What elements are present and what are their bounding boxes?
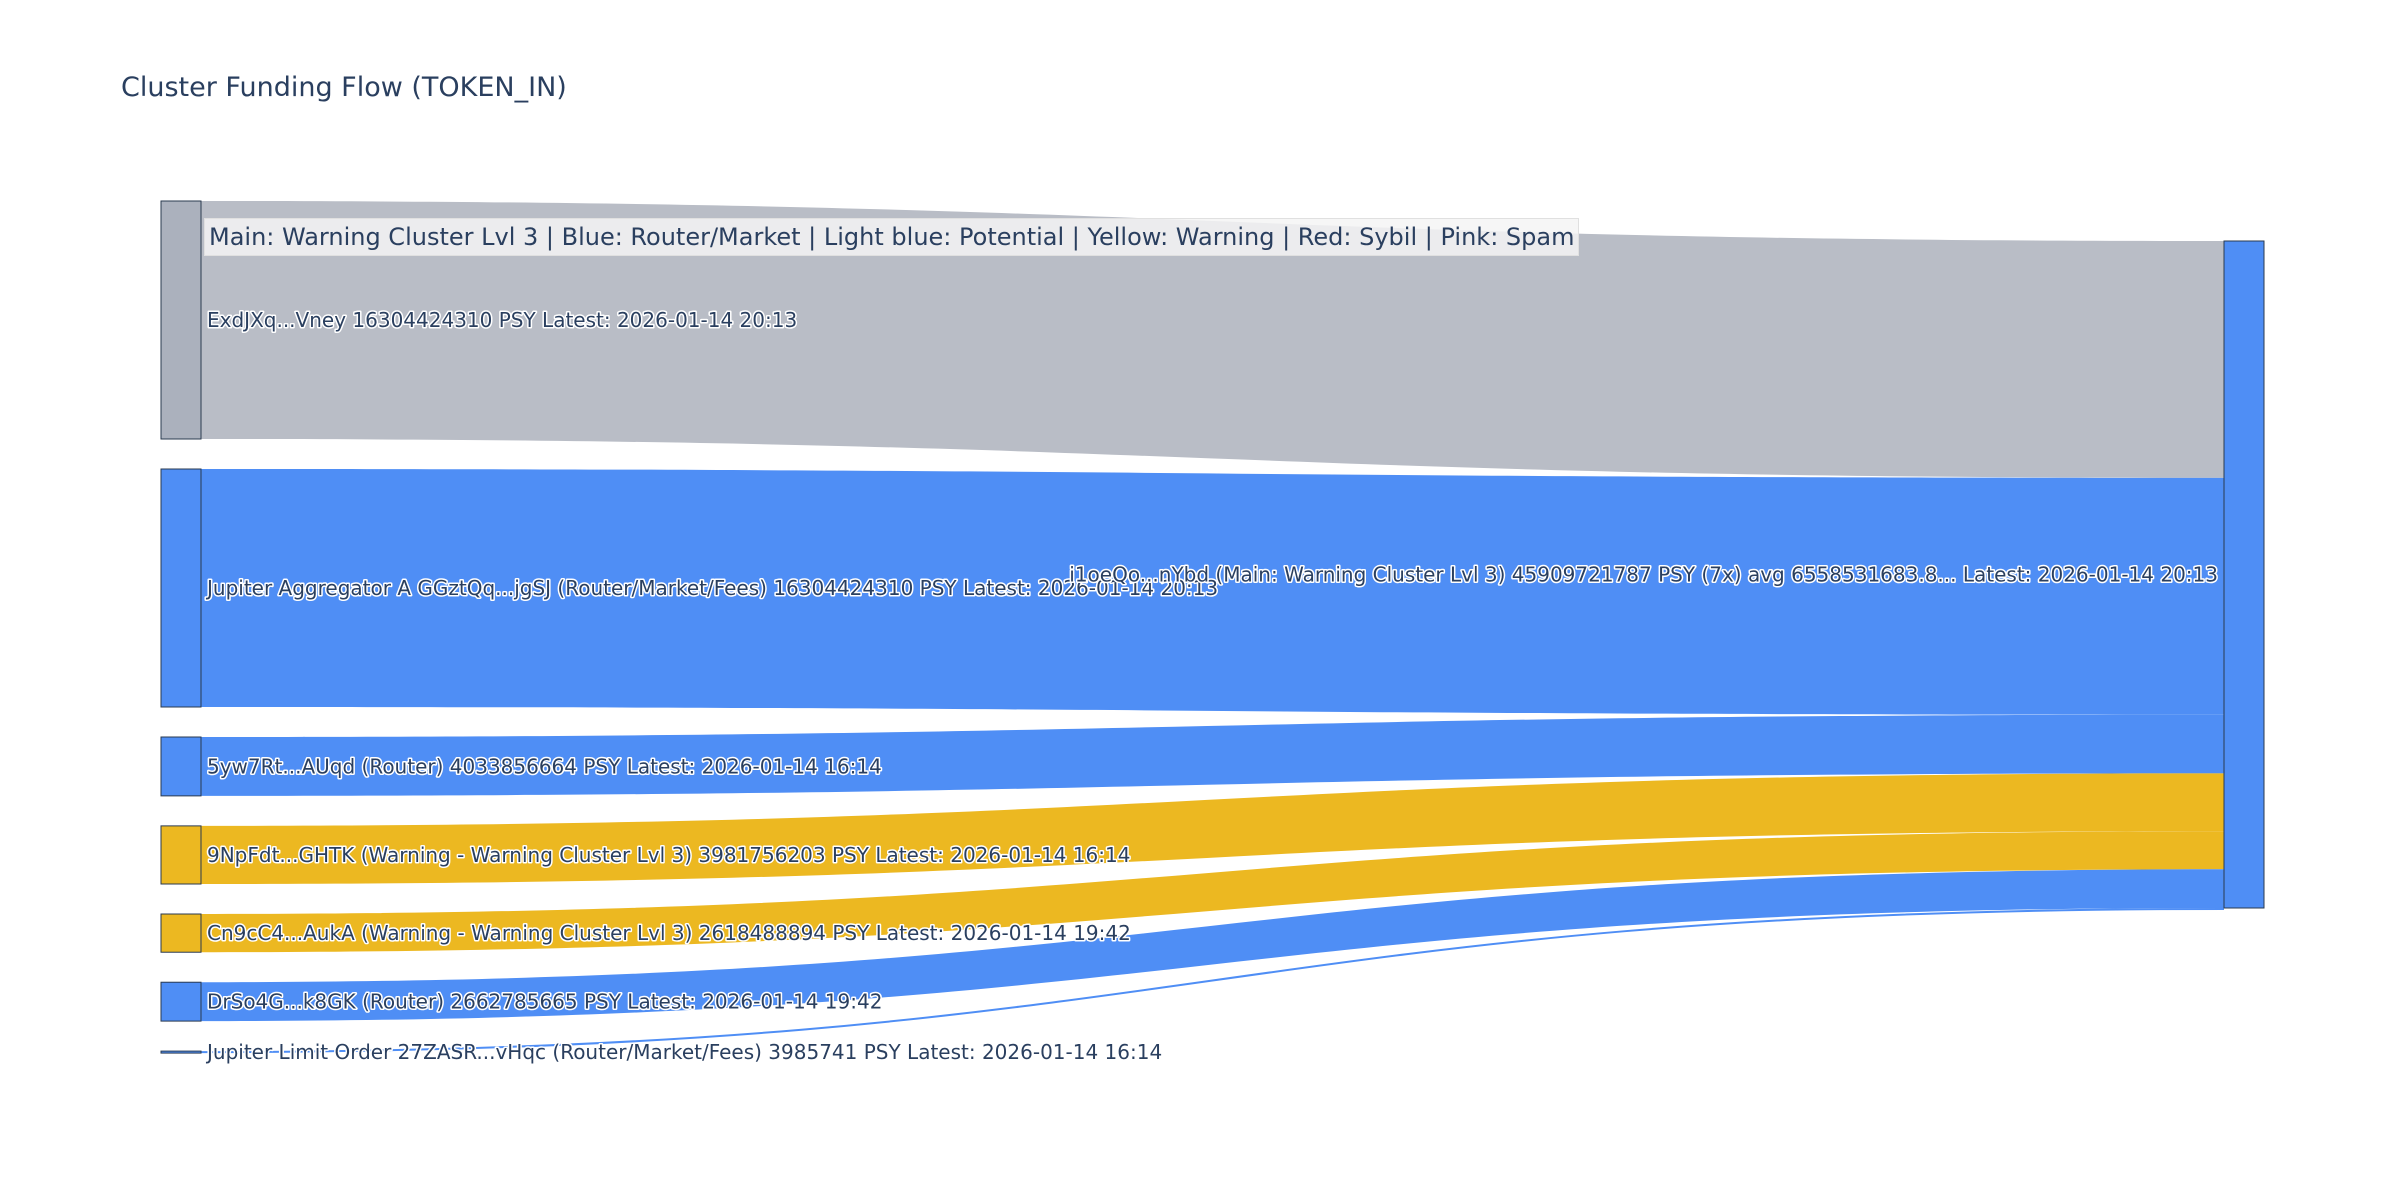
source-label-4: Cn9cC4...AukA (Warning - Warning Cluster…: [207, 921, 1131, 945]
source-label-2: 5yw7Rt...AUqd (Router) 4033856664 PSY La…: [207, 754, 882, 778]
source-label-0: ExdJXq...Vney 16304424310 PSY Latest: 20…: [207, 308, 797, 332]
target-node[interactable]: [2223, 240, 2265, 909]
chart-title: Cluster Funding Flow (TOKEN_IN): [121, 72, 567, 103]
sankey-labels: ExdJXq...Vney 16304424310 PSY Latest: 20…: [204, 307, 2220, 1066]
source-label-3: 9NpFdt...GHTK (Warning - Warning Cluster…: [207, 843, 1130, 867]
source-node-5[interactable]: [160, 981, 202, 1022]
target-label: i1oeQo...nYbd (Main: Warning Cluster Lvl…: [1069, 563, 2218, 587]
sankey-link-3: [201, 773, 2224, 885]
sankey-links: [200, 201, 2225, 1054]
sankey-link-0: [201, 201, 2224, 478]
source-node-4[interactable]: [160, 913, 202, 953]
sankey-nodes: [160, 200, 2265, 1054]
sankey-link-5: [201, 869, 2224, 1022]
source-label-1: Jupiter Aggregator A GGztQq...jgSJ (Rout…: [205, 576, 1218, 600]
sankey-link-2: [201, 714, 2224, 796]
source-node-6[interactable]: [160, 1050, 202, 1054]
source-node-1[interactable]: [160, 468, 202, 708]
source-node-0[interactable]: [160, 200, 202, 440]
source-label-6: Jupiter Limit Order 27ZASR...vHqc (Route…: [205, 1040, 1162, 1064]
legend-caption: Main: Warning Cluster Lvl 3 | Blue: Rout…: [204, 218, 1580, 256]
source-node-2[interactable]: [160, 736, 202, 797]
sankey-link-6: [200, 907, 2225, 1054]
source-label-5: DrSo4G...k8GK (Router) 2662785665 PSY La…: [207, 990, 882, 1014]
sankey-link-1: [201, 469, 2224, 715]
sankey-link-4: [201, 831, 2224, 953]
source-node-3[interactable]: [160, 825, 202, 885]
